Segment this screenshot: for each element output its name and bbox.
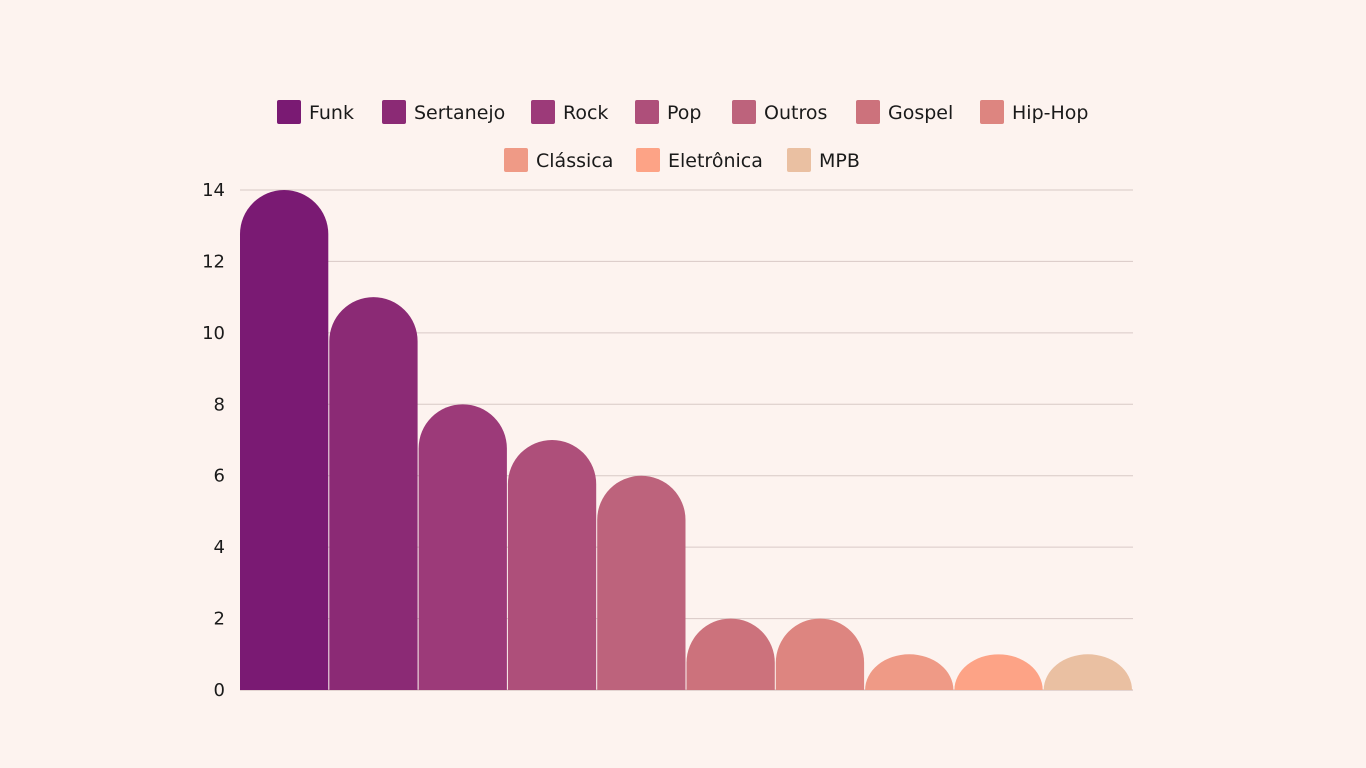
legend-item: Pop [635, 100, 701, 124]
legend-item: Rock [531, 100, 608, 124]
y-tick-label: 2 [214, 609, 225, 630]
legend-item: Outros [732, 100, 827, 124]
legend: Funk Sertanejo Rock Pop Outros Gospel Hip-Hop C… [277, 100, 1088, 172]
bar-hip-hop [775, 618, 865, 690]
legend-item: Clássica [504, 148, 613, 172]
legend-item: Eletrônica [636, 148, 763, 172]
legend-label: Clássica [536, 150, 613, 172]
legend-swatch [635, 100, 659, 124]
bar-sertanejo [329, 297, 418, 690]
legend-item: Hip-Hop [980, 100, 1088, 124]
legend-swatch [382, 100, 406, 124]
bar-mpb [1043, 654, 1132, 690]
bar-gospel [686, 618, 775, 690]
legend-swatch [732, 100, 756, 124]
legend-label: Outros [764, 102, 827, 124]
legend-item: Funk [277, 100, 354, 124]
legend-swatch [504, 148, 528, 172]
legend-swatch [787, 148, 811, 172]
legend-label: Funk [309, 102, 354, 124]
y-tick-label: 10 [202, 323, 225, 344]
legend-label: Sertanejo [414, 102, 505, 124]
y-axis-ticks: 0 2 4 6 8 10 12 14 [202, 180, 225, 701]
legend-label: Pop [667, 102, 701, 124]
legend-label: Eletrônica [668, 150, 763, 172]
bar-pop [507, 440, 597, 690]
bar-rock [418, 404, 507, 690]
legend-swatch [531, 100, 555, 124]
legend-label: Hip-Hop [1012, 102, 1088, 124]
y-tick-label: 12 [202, 251, 225, 272]
legend-swatch [856, 100, 880, 124]
legend-label: MPB [819, 150, 860, 172]
y-tick-label: 4 [214, 537, 225, 558]
y-tick-label: 8 [214, 394, 225, 415]
legend-label: Gospel [888, 102, 953, 124]
bar-funk [240, 190, 329, 691]
bar-cl-ssica [865, 654, 954, 690]
legend-swatch [980, 100, 1004, 124]
legend-swatch [636, 148, 660, 172]
legend-swatch [277, 100, 301, 124]
y-tick-label: 0 [214, 680, 225, 701]
y-tick-label: 6 [214, 466, 225, 487]
legend-item: Sertanejo [382, 100, 505, 124]
bars [240, 190, 1132, 691]
bar-eletr-nica [954, 654, 1043, 690]
bar-outros [597, 475, 686, 690]
legend-label: Rock [563, 102, 608, 124]
y-tick-label: 14 [202, 180, 225, 201]
legend-item: MPB [787, 148, 860, 172]
legend-item: Gospel [856, 100, 953, 124]
